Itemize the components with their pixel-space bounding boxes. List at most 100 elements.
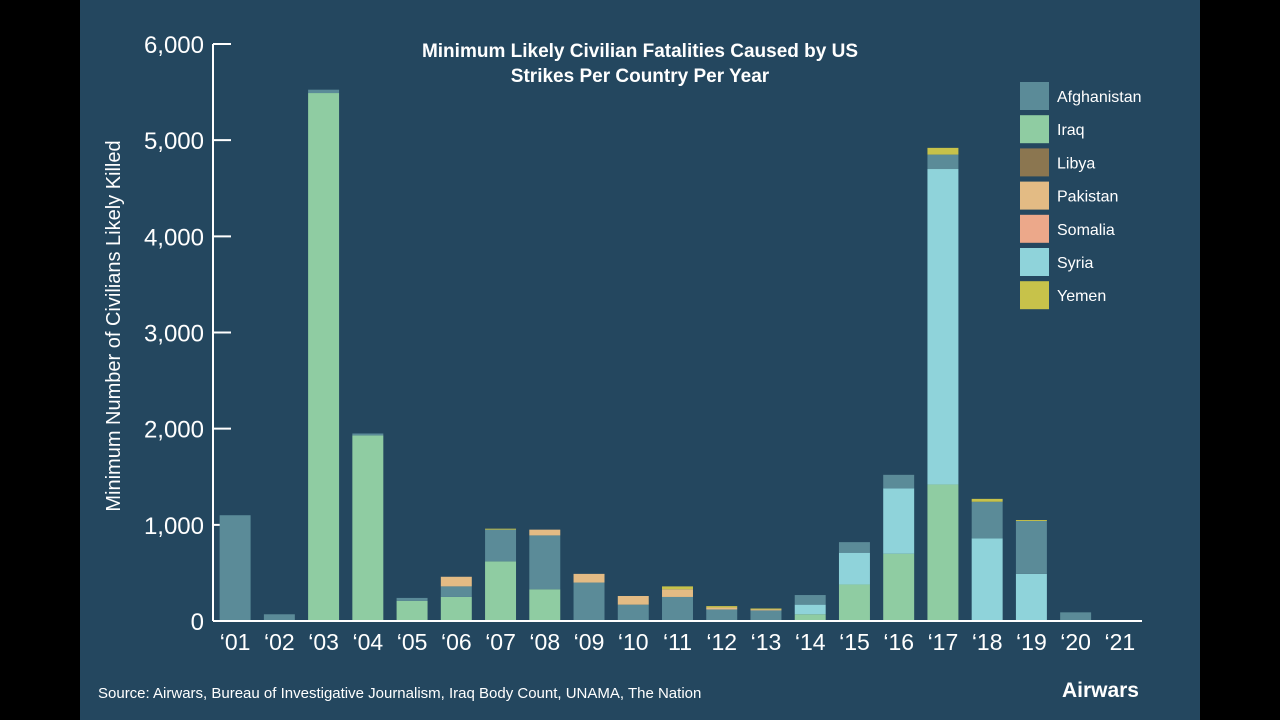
bar-segment-syria — [927, 169, 959, 485]
x-tick-label: ‘17 — [928, 629, 959, 655]
bar-segment-syria — [883, 488, 915, 554]
chart-title-line-1: Minimum Likely Civilian Fatalities Cause… — [422, 41, 858, 62]
legend-swatch-somalia — [1020, 214, 1049, 243]
bar-segment-syria — [1015, 573, 1047, 621]
bar-segment-iraq — [529, 589, 561, 621]
legend-swatch-pakistan — [1020, 181, 1049, 210]
x-tick-label: ‘14 — [795, 629, 826, 655]
bar-segment-syria — [838, 552, 870, 585]
x-tick-label: ‘04 — [352, 629, 383, 655]
bar-segment-iraq — [927, 484, 959, 621]
bar-segment-iraq — [396, 600, 428, 621]
bar-segment-yemen — [750, 608, 782, 610]
chart-title: Minimum Likely Civilian Fatalities Cause… — [422, 41, 858, 87]
bar-segment-afghanistan — [927, 154, 959, 170]
x-axis: ‘01 ‘02 ‘03 ‘04 ‘05 ‘06 ‘07 ‘08 ‘09 ‘10 ‘11 ‘12 ‘13 ‘… — [213, 620, 1142, 655]
bar-segment-afghanistan — [440, 586, 472, 597]
bar-segment-yemen — [662, 586, 693, 590]
bars — [219, 89, 1092, 622]
legend-swatch-iraq — [1020, 115, 1049, 144]
x-tick-label: ‘19 — [1016, 629, 1047, 655]
bar-segment-afghanistan — [485, 529, 517, 562]
bar-segment-iraq — [440, 596, 472, 621]
x-tick-label: ‘21 — [1105, 629, 1136, 655]
legend-label-somalia: Somalia — [1057, 222, 1115, 239]
y-axis: 0 1,000 2,000 3,000 4,000 5,000 6,000 — [144, 32, 231, 636]
bar-segment-pakistan — [706, 607, 738, 610]
bar-segment-pakistan — [662, 589, 693, 597]
x-tick-label: ‘15 — [839, 629, 870, 655]
y-tick-label: 4,000 — [144, 224, 204, 251]
bar-segment-pakistan — [617, 595, 649, 605]
legend-label-syria: Syria — [1057, 255, 1094, 272]
bar-segment-pakistan — [573, 573, 605, 583]
bar-segment-yemen — [927, 147, 959, 155]
bar-segment-syria — [794, 604, 826, 615]
x-tick-label: ‘11 — [663, 629, 692, 655]
legend-label-yemen: Yemen — [1057, 288, 1106, 305]
legend-label-pakistan: Pakistan — [1057, 189, 1118, 206]
y-tick-label: 2,000 — [144, 417, 204, 444]
bar-segment-afghanistan — [352, 433, 384, 436]
bar-segment-afghanistan — [396, 597, 428, 601]
bar-segment-afghanistan — [794, 595, 826, 605]
y-tick-label: 6,000 — [144, 32, 204, 59]
legend-swatch-syria — [1020, 248, 1049, 276]
bar-segment-afghanistan — [1060, 612, 1092, 621]
legend-swatch-yemen — [1020, 281, 1049, 310]
legend-swatch-afghanistan — [1020, 82, 1049, 110]
bar-segment-afghanistan — [838, 542, 870, 553]
bar-segment-syria — [971, 538, 1003, 621]
bar-segment-afghanistan — [573, 582, 605, 621]
x-tick-label: ‘08 — [529, 629, 560, 655]
bar-segment-yemen — [485, 528, 517, 530]
bar-segment-afghanistan — [219, 515, 251, 621]
bar-segment-afghanistan — [529, 535, 561, 590]
x-tick-label: ‘20 — [1060, 629, 1091, 655]
bar-segment-pakistan — [440, 576, 472, 587]
chart: Minimum Likely Civilian Fatalities Cause… — [98, 32, 1142, 702]
y-tick-label: 0 — [191, 609, 204, 636]
y-axis-label: Minimum Number of Civilians Likely Kille… — [103, 140, 125, 511]
bar-segment-pakistan — [750, 609, 782, 611]
bar-segment-afghanistan — [1015, 520, 1047, 574]
bar-segment-iraq — [838, 584, 870, 621]
legend-label-libya: Libya — [1057, 155, 1095, 172]
y-tick-label: 3,000 — [144, 321, 204, 348]
x-tick-label: ‘16 — [883, 629, 914, 655]
bar-segment-iraq — [794, 614, 826, 621]
x-tick-label: ‘09 — [574, 629, 605, 655]
bar-segment-afghanistan — [883, 474, 915, 489]
x-tick-label: ‘03 — [308, 629, 339, 655]
bar-segment-iraq — [485, 561, 517, 621]
bar-segment-afghanistan — [706, 609, 738, 621]
legend: Afghanistan Iraq Libya Pakistan Somalia Syria… — [1020, 82, 1142, 310]
chart-panel: Minimum Likely Civilian Fatalities Cause… — [80, 0, 1200, 720]
x-tick-label: ‘02 — [264, 629, 295, 655]
x-tick-label: ‘12 — [706, 629, 737, 655]
x-tick-label: ‘06 — [441, 629, 472, 655]
x-tick-label: ‘18 — [972, 629, 1003, 655]
legend-label-iraq: Iraq — [1057, 122, 1085, 139]
bar-segment-iraq — [352, 435, 384, 621]
source-note: Source: Airwars, Bureau of Investigative… — [98, 685, 701, 702]
bar-segment-pakistan — [529, 529, 561, 536]
legend-swatch-libya — [1020, 148, 1049, 177]
bar-segment-iraq — [308, 93, 340, 622]
y-tick-label: 5,000 — [144, 128, 204, 155]
bar-segment-yemen — [1015, 520, 1047, 521]
x-tick-label: ‘01 — [220, 629, 251, 655]
bar-segment-yemen — [706, 606, 738, 608]
bar-segment-yemen — [971, 498, 1003, 502]
bar-segment-iraq — [883, 553, 915, 621]
brand-logo: Airwars — [1062, 679, 1139, 702]
bar-segment-afghanistan — [971, 501, 1003, 539]
y-tick-label: 1,000 — [144, 513, 204, 540]
chart-title-line-2: Strikes Per Country Per Year — [511, 66, 770, 87]
legend-label-afghanistan: Afghanistan — [1057, 89, 1142, 106]
x-tick-label: ‘07 — [485, 629, 516, 655]
bar-segment-afghanistan — [617, 604, 649, 621]
bar-segment-afghanistan — [750, 610, 782, 621]
x-tick-label: ‘05 — [397, 629, 428, 655]
x-tick-label: ‘10 — [618, 629, 649, 655]
